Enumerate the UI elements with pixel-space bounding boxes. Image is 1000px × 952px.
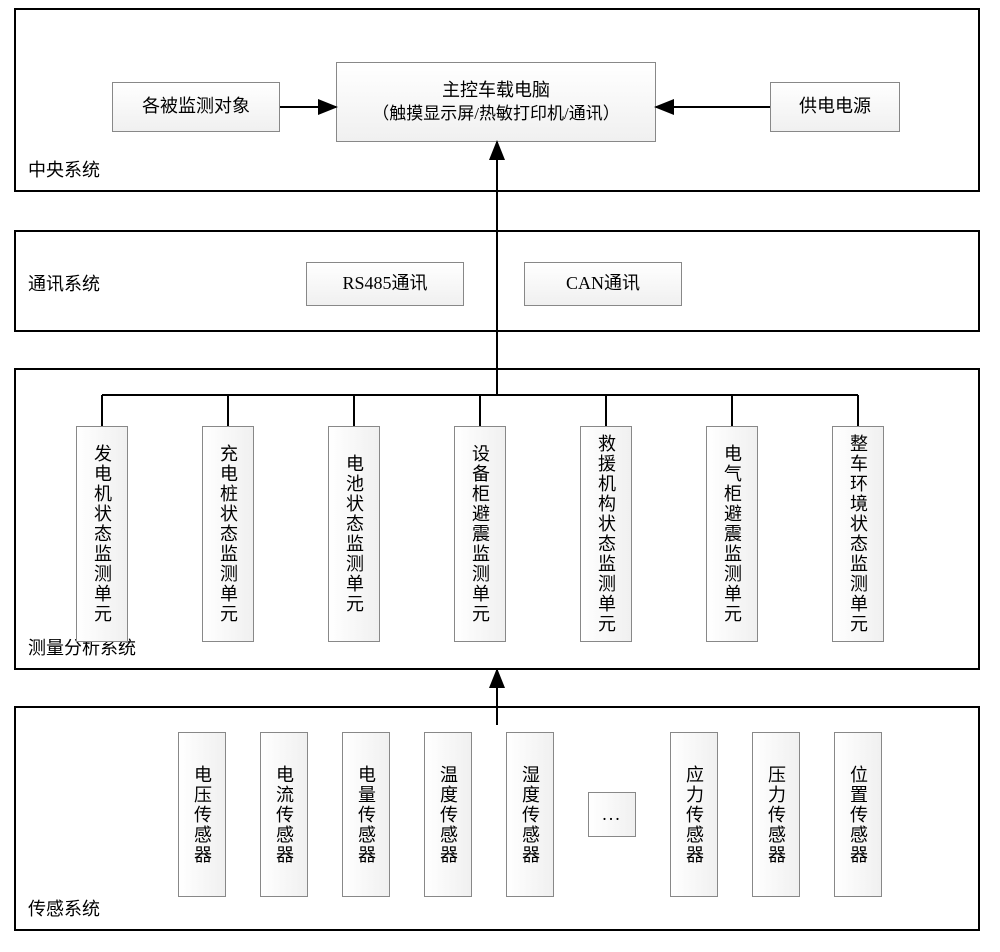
measure-unit-text: 发电机状态监测单元 <box>89 444 115 624</box>
measure-unit-text: 设备柜避震监测单元 <box>467 444 493 624</box>
sensor-text: ... <box>602 804 622 825</box>
sensor-box: 电量传感器 <box>342 732 390 897</box>
rs485-comm-text: RS485通讯 <box>342 272 427 295</box>
sensor-box: 压力传感器 <box>752 732 800 897</box>
power-supply-text: 供电电源 <box>799 95 871 118</box>
sensor-box: 应力传感器 <box>670 732 718 897</box>
monitored-targets-box: 各被监测对象 <box>112 82 280 132</box>
measure-unit-box: 救援机构状态监测单元 <box>580 426 632 642</box>
measure-unit-text: 电池状态监测单元 <box>341 454 367 614</box>
main-computer-box: 主控车载电脑 （触摸显示屏/热敏打印机/通讯） <box>336 62 656 142</box>
sensor-text: 应力传感器 <box>681 765 707 865</box>
main-computer-line2: （触摸显示屏/热敏打印机/通讯） <box>372 103 619 125</box>
sensor-text: 温度传感器 <box>435 765 461 865</box>
sensor-text: 湿度传感器 <box>517 765 543 865</box>
monitored-targets-text: 各被监测对象 <box>142 95 250 118</box>
sensor-box: 电流传感器 <box>260 732 308 897</box>
measure-unit-text: 电气柜避震监测单元 <box>719 444 745 624</box>
power-supply-box: 供电电源 <box>770 82 900 132</box>
sensor-text: 电流传感器 <box>271 765 297 865</box>
sensor-box: 温度传感器 <box>424 732 472 897</box>
measure-unit-box: 设备柜避震监测单元 <box>454 426 506 642</box>
sensor-text: 电量传感器 <box>353 765 379 865</box>
measure-unit-box: 充电桩状态监测单元 <box>202 426 254 642</box>
measure-unit-box: 电池状态监测单元 <box>328 426 380 642</box>
sensor-system-label: 传感系统 <box>28 895 100 921</box>
measure-unit-text: 救援机构状态监测单元 <box>593 434 619 634</box>
rs485-comm-box: RS485通讯 <box>306 262 464 306</box>
measure-unit-box: 整车环境状态监测单元 <box>832 426 884 642</box>
sensor-box: 湿度传感器 <box>506 732 554 897</box>
sensor-box: 位置传感器 <box>834 732 882 897</box>
central-system-label: 中央系统 <box>28 156 100 182</box>
can-comm-text: CAN通讯 <box>566 272 640 295</box>
measure-unit-text: 充电桩状态监测单元 <box>215 444 241 624</box>
sensor-text: 位置传感器 <box>845 765 871 865</box>
comm-system-section: 通讯系统 <box>14 230 980 332</box>
measure-unit-box: 电气柜避震监测单元 <box>706 426 758 642</box>
sensor-box: 电压传感器 <box>178 732 226 897</box>
can-comm-box: CAN通讯 <box>524 262 682 306</box>
sensor-box: ... <box>588 792 636 837</box>
sensor-text: 电压传感器 <box>189 765 215 865</box>
main-computer-line1: 主控车载电脑 <box>442 79 550 102</box>
measure-unit-box: 发电机状态监测单元 <box>76 426 128 642</box>
measure-unit-text: 整车环境状态监测单元 <box>845 434 871 634</box>
comm-system-label: 通讯系统 <box>28 270 100 296</box>
sensor-text: 压力传感器 <box>763 765 789 865</box>
